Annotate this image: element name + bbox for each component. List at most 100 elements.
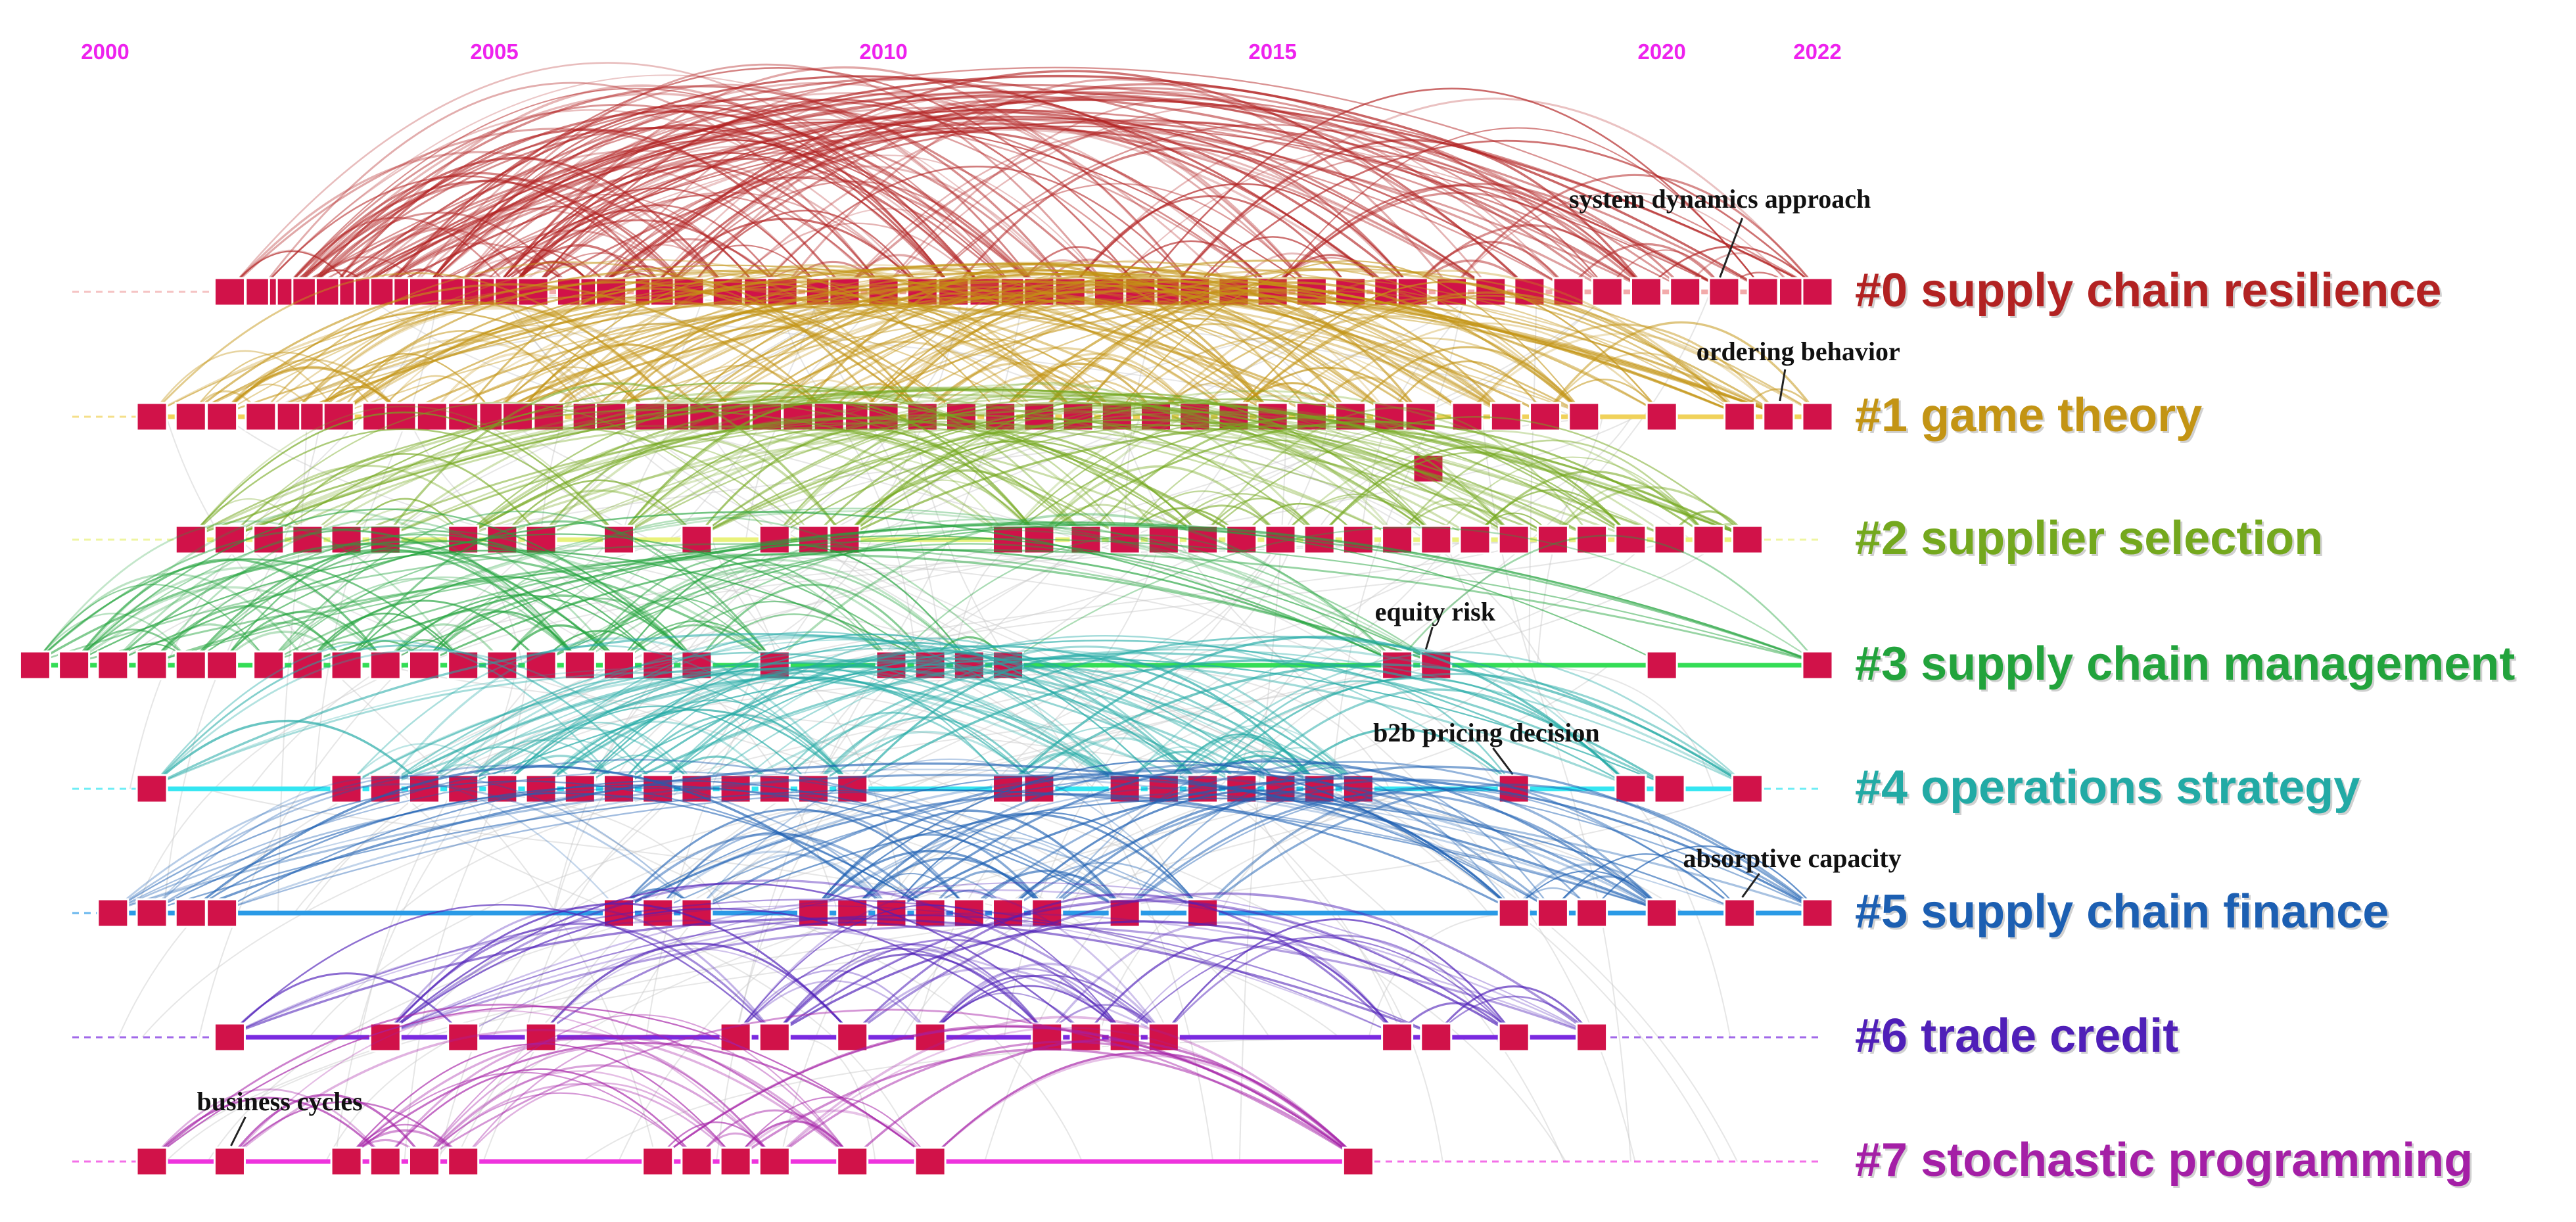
cluster-node[interactable] (206, 650, 239, 680)
cluster-node[interactable] (1614, 774, 1647, 804)
cluster-node[interactable] (447, 774, 480, 804)
cluster-node[interactable] (1529, 402, 1562, 432)
cluster-node[interactable] (1801, 898, 1834, 928)
cluster-node[interactable] (1497, 774, 1530, 804)
cluster-node[interactable] (1069, 1022, 1102, 1052)
cluster-node[interactable] (1708, 277, 1741, 307)
cluster-node[interactable] (369, 650, 402, 680)
cluster-node[interactable] (1264, 525, 1297, 555)
cluster-node[interactable] (1801, 650, 1834, 680)
cluster-node[interactable] (719, 1146, 752, 1177)
cluster-node[interactable] (828, 525, 861, 555)
cluster-node[interactable] (1420, 525, 1453, 555)
cluster-node[interactable] (603, 525, 635, 555)
cluster-node[interactable] (322, 402, 355, 432)
cluster-node[interactable] (1653, 774, 1686, 804)
cluster-label[interactable]: #4 operations strategy (1855, 761, 2360, 814)
cluster-node[interactable] (1568, 402, 1601, 432)
cluster-node[interactable] (245, 402, 277, 432)
cluster-node[interactable] (447, 1146, 480, 1177)
cluster-node[interactable] (1731, 525, 1764, 555)
cluster-node[interactable] (1653, 525, 1686, 555)
cluster-node[interactable] (992, 898, 1025, 928)
cluster-node[interactable] (174, 650, 207, 680)
cluster-node[interactable] (1497, 898, 1530, 928)
cluster-node[interactable] (1669, 277, 1702, 307)
cluster-node[interactable] (330, 774, 363, 804)
cluster-node[interactable] (1723, 402, 1756, 432)
cluster-node[interactable] (213, 1146, 246, 1177)
cluster-node[interactable] (1801, 402, 1834, 432)
cluster-node[interactable] (252, 650, 285, 680)
cluster-node[interactable] (1762, 402, 1795, 432)
cluster-node[interactable] (1801, 277, 1834, 307)
cluster-node[interactable] (369, 1146, 402, 1177)
cluster-node[interactable] (517, 277, 550, 307)
cluster-node[interactable] (1420, 1022, 1453, 1052)
cluster-node[interactable] (1630, 277, 1662, 307)
cluster-node[interactable] (213, 525, 246, 555)
cluster-node[interactable] (1147, 525, 1180, 555)
cluster-node[interactable] (206, 402, 239, 432)
cluster-node[interactable] (952, 898, 985, 928)
cluster-label[interactable]: #7 stochastic programming (1855, 1134, 2473, 1187)
cluster-node[interactable] (836, 1146, 869, 1177)
cluster-label[interactable]: #5 supply chain finance (1855, 885, 2389, 938)
cluster-label[interactable]: #6 trade credit (1855, 1010, 2178, 1062)
cluster-node[interactable] (1746, 277, 1779, 307)
cluster-node[interactable] (135, 774, 168, 804)
cluster-node[interactable] (447, 650, 480, 680)
cluster-label[interactable]: #1 game theory (1855, 389, 2202, 442)
cluster-node[interactable] (758, 1022, 791, 1052)
cluster-node[interactable] (135, 898, 168, 928)
cluster-node[interactable] (174, 525, 207, 555)
cluster-node[interactable] (642, 1146, 674, 1177)
cluster-node[interactable] (1645, 402, 1678, 432)
cluster-node[interactable] (812, 402, 845, 432)
cluster-node[interactable] (1497, 1022, 1530, 1052)
cluster-node[interactable] (447, 525, 480, 555)
cluster-node[interactable] (408, 650, 440, 680)
cluster-node[interactable] (330, 1146, 363, 1177)
cluster-node[interactable] (1576, 898, 1608, 928)
cluster-node[interactable] (135, 650, 168, 680)
cluster-label[interactable]: #2 supplier selection (1855, 512, 2323, 565)
cluster-node[interactable] (758, 1146, 791, 1177)
cluster-label[interactable]: #3 supply chain management (1855, 638, 2515, 690)
cluster-node[interactable] (1459, 525, 1491, 555)
cluster-node[interactable] (563, 650, 596, 680)
cluster-node[interactable] (97, 650, 129, 680)
cluster-node[interactable] (1591, 277, 1624, 307)
cluster-node[interactable] (1645, 898, 1678, 928)
cluster-node[interactable] (1692, 525, 1725, 555)
cluster-node[interactable] (1069, 525, 1102, 555)
cluster-node[interactable] (174, 402, 207, 432)
cluster-node[interactable] (1731, 774, 1764, 804)
cluster-node[interactable] (97, 898, 129, 928)
cluster-node[interactable] (1536, 525, 1569, 555)
cluster-node[interactable] (135, 1146, 168, 1177)
cluster-node[interactable] (1576, 525, 1608, 555)
cluster-node[interactable] (58, 650, 91, 680)
cluster-node[interactable] (1342, 1146, 1374, 1177)
cluster-node[interactable] (1536, 898, 1569, 928)
cluster-node[interactable] (836, 1022, 869, 1052)
cluster-node[interactable] (719, 1022, 752, 1052)
cluster-node[interactable] (174, 898, 207, 928)
cluster-node[interactable] (1645, 650, 1678, 680)
cluster-label[interactable]: #0 supply chain resilience (1855, 264, 2441, 317)
cluster-node[interactable] (1381, 1022, 1414, 1052)
cluster-node[interactable] (1614, 525, 1647, 555)
cluster-node[interactable] (213, 1022, 246, 1052)
cluster-node[interactable] (914, 1022, 947, 1052)
cluster-node[interactable] (525, 1022, 557, 1052)
cluster-node[interactable] (408, 1146, 440, 1177)
cluster-node[interactable] (447, 1022, 480, 1052)
cluster-node[interactable] (18, 650, 51, 680)
cluster-node[interactable] (914, 1146, 947, 1177)
cluster-node[interactable] (330, 525, 363, 555)
cluster-node[interactable] (135, 402, 168, 432)
cluster-node[interactable] (680, 1146, 713, 1177)
cluster-node[interactable] (213, 277, 246, 307)
cluster-node[interactable] (1497, 525, 1530, 555)
